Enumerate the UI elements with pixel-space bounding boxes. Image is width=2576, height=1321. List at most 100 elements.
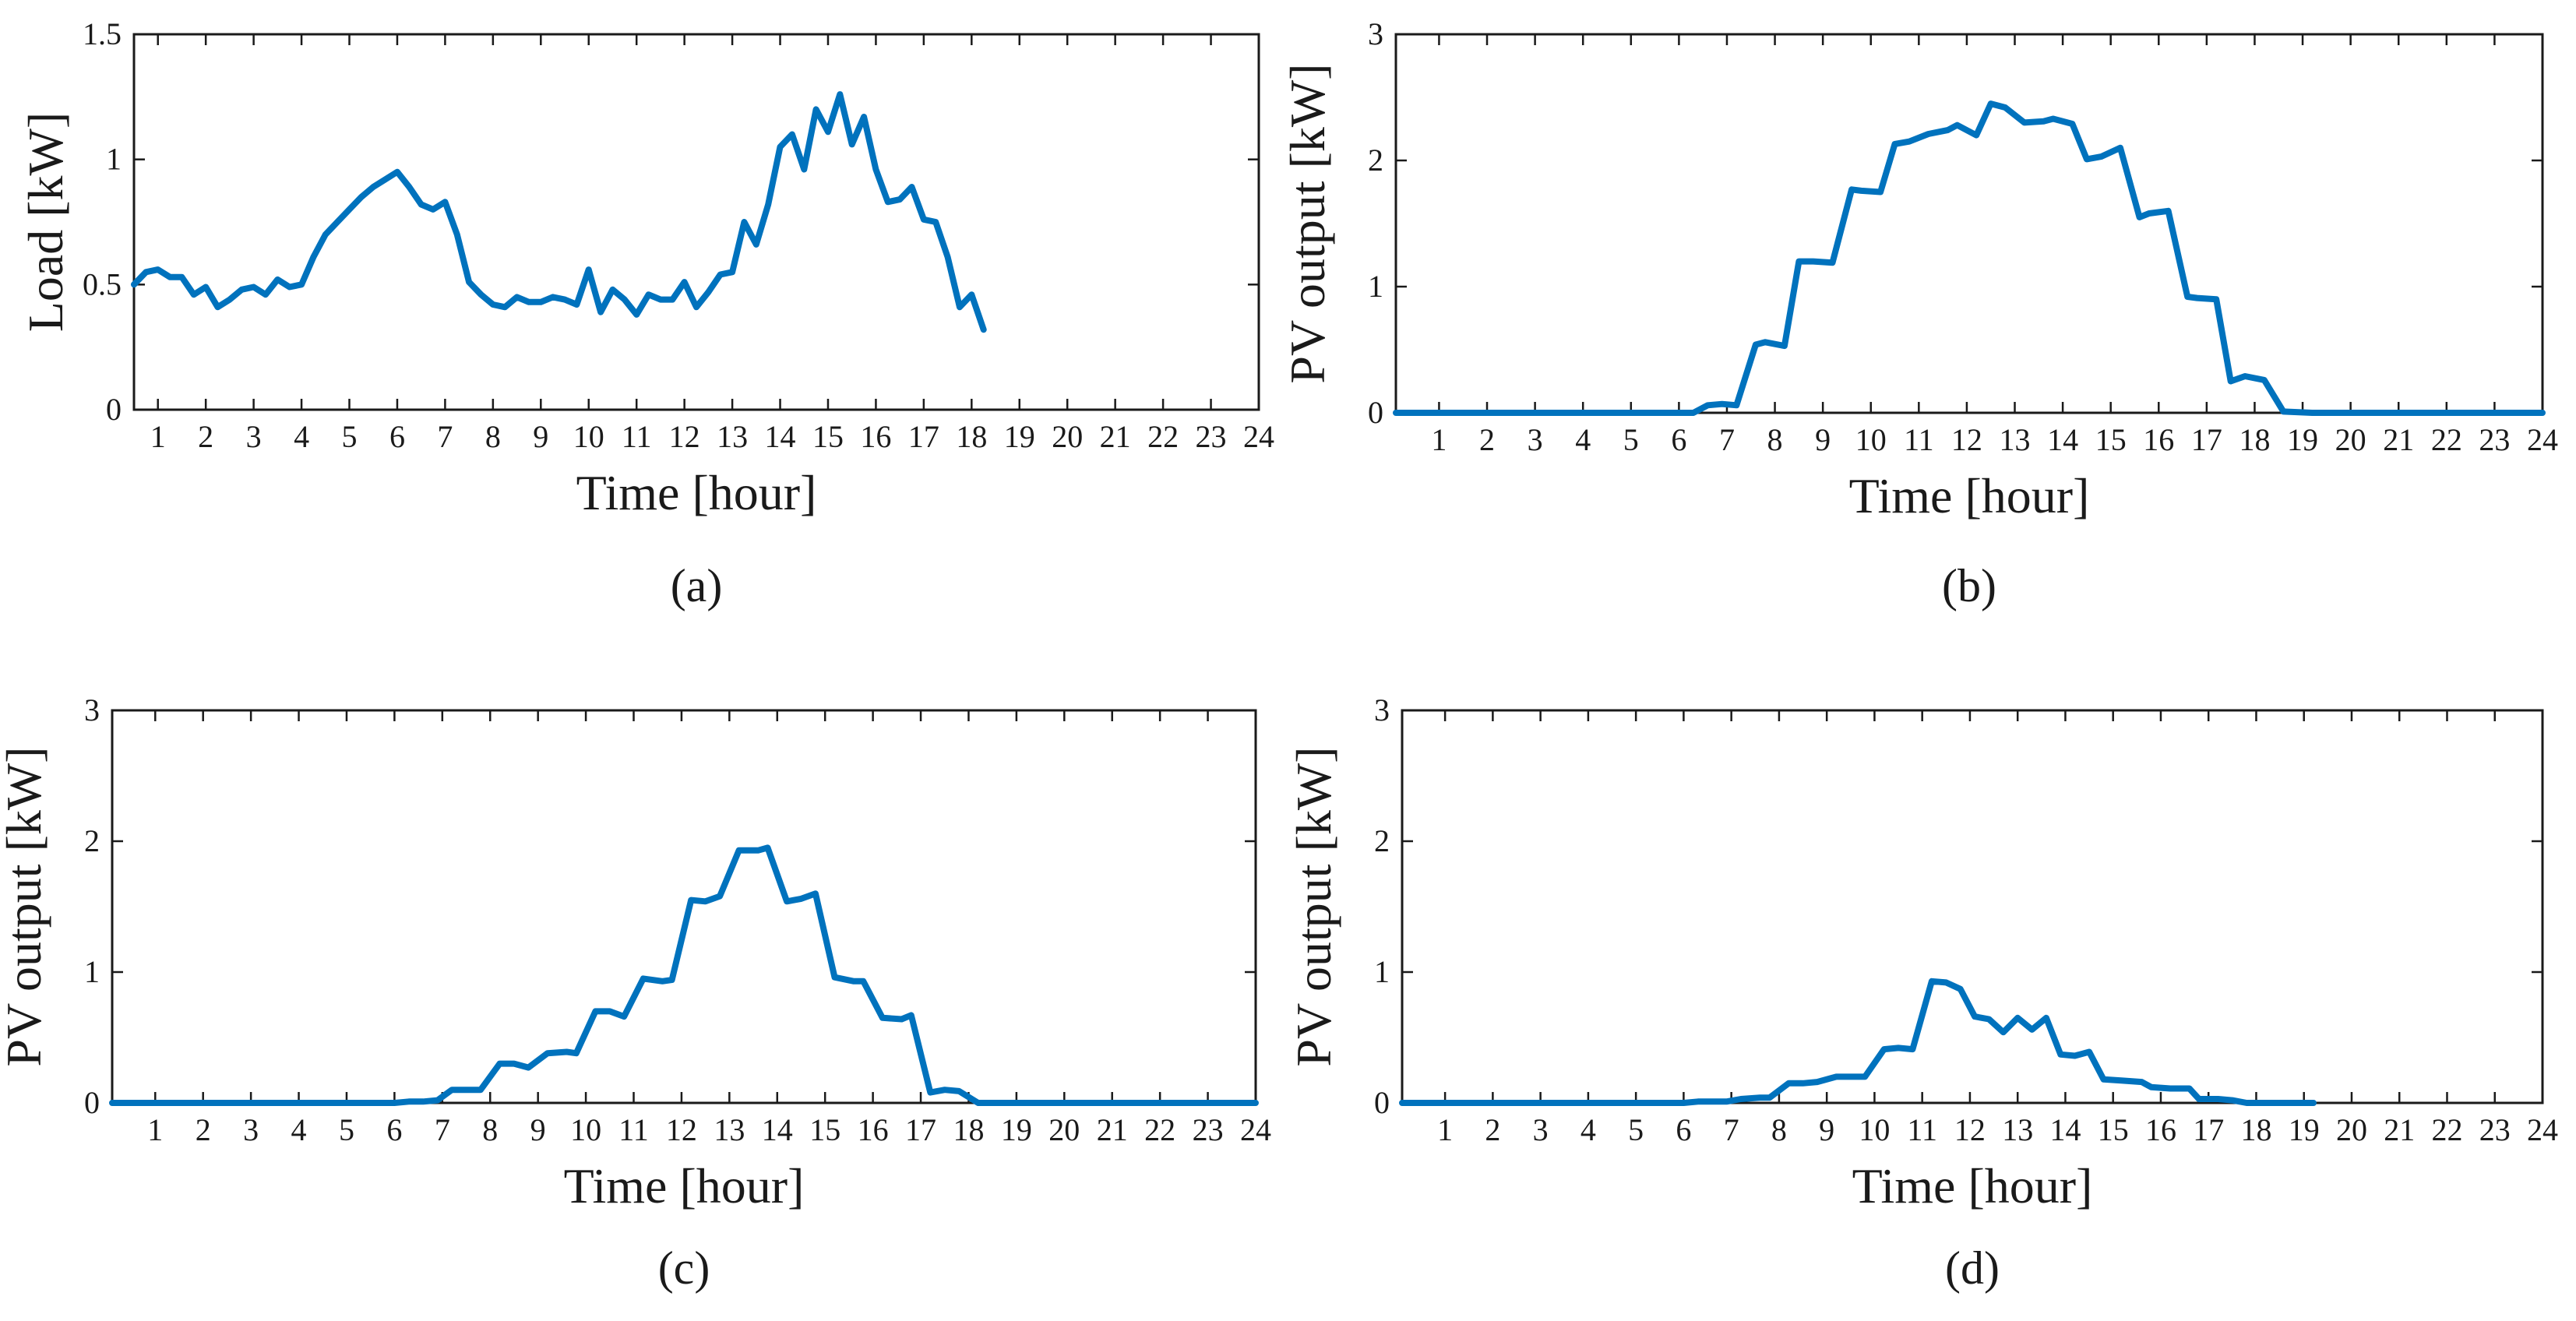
chart-panel-a: 00.511.51 2 3 4 5 6 7 8 9 10 11 12 13 14 15 16 17 18 19 20 2…: [18, 16, 1274, 611]
y-tick-label: 2: [1374, 823, 1390, 858]
x-tick-label: 17: [908, 419, 939, 454]
x-tick-label: 15: [2095, 422, 2127, 457]
x-tick-label: 7: [437, 419, 453, 454]
x-tick-label: 18: [2240, 1112, 2271, 1147]
x-tick-label: 3: [1528, 422, 1543, 457]
x-tick-label: 23: [1193, 1112, 1224, 1147]
x-tick-label: 5: [339, 1112, 354, 1147]
x-tick-label: 10: [570, 1112, 601, 1147]
x-tick-label: 22: [2431, 1112, 2462, 1147]
x-tick-label: 23: [2479, 422, 2510, 457]
x-tick-label: 16: [858, 1112, 889, 1147]
y-tick-label: 1: [84, 954, 100, 989]
x-tick-label: 8: [1767, 422, 1783, 457]
panel-label: (a): [671, 560, 723, 611]
x-tick-label: 12: [666, 1112, 697, 1147]
x-tick-label: 10: [1859, 1112, 1890, 1147]
x-tick-label: 18: [953, 1112, 984, 1147]
x-tick-label: 7: [435, 1112, 450, 1147]
y-tick-label: 0: [1368, 395, 1383, 430]
x-tick-label: 3: [246, 419, 262, 454]
x-tick-label: 18: [956, 419, 987, 454]
x-axis-label: Time [hour]: [576, 465, 817, 520]
x-tick-label: 4: [291, 1112, 307, 1147]
x-tick-label: 19: [1004, 419, 1035, 454]
x-tick-label: 1: [150, 419, 166, 454]
x-tick-label: 16: [2143, 422, 2174, 457]
y-tick-label: 1: [1368, 269, 1383, 304]
x-tick-label: 24: [2527, 1112, 2558, 1147]
x-tick-label: 8: [1771, 1112, 1787, 1147]
x-tick-label: 19: [2287, 422, 2318, 457]
x-tick-label: 14: [765, 419, 796, 454]
x-tick-label: 8: [482, 1112, 498, 1147]
y-tick-label: 3: [84, 692, 100, 727]
x-tick-label: 7: [1719, 422, 1735, 457]
x-tick-label: 9: [1819, 1112, 1834, 1147]
x-tick-label: 10: [573, 419, 604, 454]
y-tick-label: 0: [84, 1085, 100, 1120]
x-tick-label: 11: [1904, 422, 1934, 457]
x-tick-label: 17: [905, 1112, 936, 1147]
x-tick-label: 1: [147, 1112, 163, 1147]
x-tick-label: 2: [1485, 1112, 1500, 1147]
x-tick-label: 6: [1671, 422, 1686, 457]
x-tick-label: 21: [1097, 1112, 1128, 1147]
x-tick-label: 23: [2479, 1112, 2511, 1147]
x-tick-label: 3: [243, 1112, 259, 1147]
series-line-pv-output: [1399, 978, 2317, 1106]
x-tick-label: 5: [342, 419, 358, 454]
x-tick-label: 16: [860, 419, 891, 454]
panel-label: (b): [1942, 560, 1996, 611]
panel-label: (d): [1945, 1242, 2000, 1294]
x-tick-label: 4: [294, 419, 309, 454]
x-tick-label: 22: [1147, 419, 1179, 454]
y-tick-label: 1: [1374, 954, 1390, 989]
x-tick-label: 6: [386, 1112, 402, 1147]
y-tick-label: 0: [1374, 1085, 1390, 1120]
x-tick-label: 14: [2047, 422, 2078, 457]
x-tick-label: 5: [1628, 1112, 1644, 1147]
x-tick-label: 13: [2002, 1112, 2033, 1147]
x-tick-label: 4: [1575, 422, 1591, 457]
x-tick-label: 14: [2049, 1112, 2081, 1147]
x-tick-label: 1: [1437, 1112, 1453, 1147]
x-tick-label: 15: [809, 1112, 840, 1147]
x-tick-label: 2: [1479, 422, 1495, 457]
x-tick-label: 21: [2384, 1112, 2415, 1147]
x-tick-label: 2: [196, 1112, 211, 1147]
plot-frame: [1394, 33, 2544, 414]
plot-frame: [1401, 709, 2544, 1104]
x-tick-label: 17: [2191, 422, 2222, 457]
x-tick-label: 20: [1048, 1112, 1080, 1147]
y-tick-label: 2: [84, 823, 100, 858]
x-tick-label: 24: [2527, 422, 2558, 457]
x-tick-label: 12: [1954, 1112, 1986, 1147]
x-tick-label: 21: [2383, 422, 2414, 457]
x-tick-label: 13: [714, 1112, 745, 1147]
y-axis-label: PV output [kW]: [1286, 746, 1341, 1066]
x-tick-label: 24: [1240, 1112, 1271, 1147]
x-tick-label: 20: [1052, 419, 1083, 454]
y-tick-label: 1: [106, 142, 122, 177]
x-tick-label: 13: [717, 419, 748, 454]
series-line-pv-output: [1393, 100, 2546, 416]
x-axis-label: Time [hour]: [1849, 468, 2090, 523]
y-tick-label: 2: [1368, 143, 1383, 178]
x-tick-label: 1: [1431, 422, 1447, 457]
x-tick-label: 23: [1196, 419, 1227, 454]
x-tick-label: 12: [669, 419, 700, 454]
x-tick-label: 19: [1001, 1112, 1032, 1147]
y-axis-label: Load [kW]: [18, 112, 73, 333]
series-line-load: [131, 91, 987, 333]
x-tick-label: 15: [812, 419, 844, 454]
y-axis-label: PV output [kW]: [0, 746, 51, 1066]
y-tick-label: 0: [106, 392, 122, 427]
x-tick-label: 18: [2239, 422, 2270, 457]
x-tick-label: 11: [618, 1112, 649, 1147]
y-tick-label: 0.5: [83, 266, 122, 301]
y-tick-label: 1.5: [83, 16, 122, 51]
